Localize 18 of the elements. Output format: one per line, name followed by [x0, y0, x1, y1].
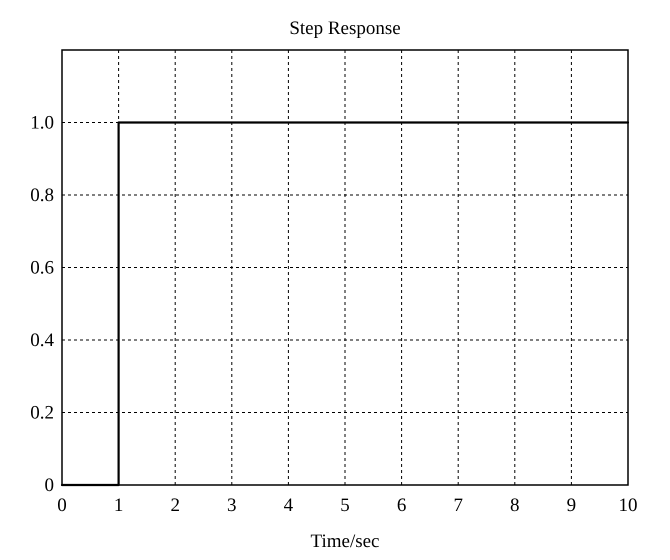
x-tick-label: 1 — [114, 495, 124, 516]
y-tick-label: 0 — [44, 475, 54, 496]
y-tick-label: 0.6 — [30, 258, 54, 278]
x-axis-title: Time/sec — [310, 531, 380, 552]
y-tick-label: 1.0 — [30, 112, 54, 134]
x-tick-label: 6 — [396, 495, 406, 516]
x-tick-label: 7 — [453, 495, 463, 516]
chart-title: Step Response — [289, 18, 401, 39]
x-tick-label: 2 — [170, 495, 180, 516]
x-tick-label: 8 — [510, 495, 520, 516]
x-tick-label: 3 — [227, 495, 237, 516]
y-tick-label: 0.8 — [30, 185, 54, 206]
y-tick-label: 0.2 — [30, 402, 54, 424]
y-tick-label: 0.4 — [30, 330, 54, 351]
x-tick-label: 10 — [618, 495, 638, 516]
x-tick-label: 5 — [340, 495, 350, 516]
x-tick-label: 4 — [284, 495, 294, 516]
x-tick-label: 9 — [566, 495, 576, 516]
